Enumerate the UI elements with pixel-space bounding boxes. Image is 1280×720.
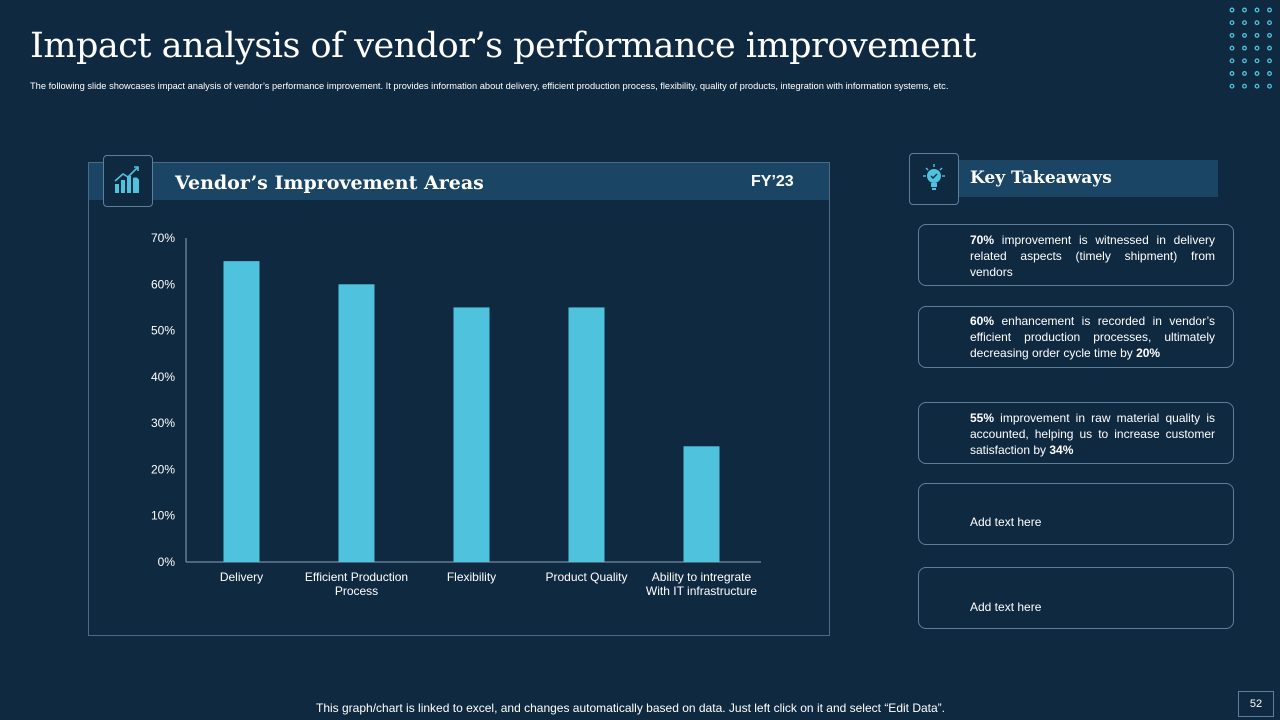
x-tick-label: Flexibility [447, 570, 496, 584]
takeaway-highlight-tail: 34% [1049, 443, 1074, 457]
decorative-dot [1267, 45, 1272, 51]
x-tick-label: Ability to intregrate With IT infrastruct… [646, 570, 757, 598]
takeaways-title: Key Takeaways [970, 168, 1112, 188]
decorative-dot [1254, 71, 1260, 76]
lightbulb-icon [923, 164, 945, 190]
decorative-dot [1267, 83, 1272, 89]
takeaway-highlight-tail: 20% [1136, 346, 1161, 360]
y-tick-label: 20% [151, 462, 175, 476]
decorative-dot [1229, 7, 1235, 13]
chart-title: Vendor’s Improvement Areas [175, 172, 484, 194]
decorative-dot [1242, 83, 1247, 89]
decorative-dot [1267, 71, 1272, 76]
slide-title: Impact analysis of vendor’s performance … [30, 26, 976, 66]
decorative-dot [1254, 45, 1260, 51]
decorative-dot-grid [1229, 7, 1272, 89]
x-tick-label: Delivery [220, 570, 263, 584]
takeaway-highlight: 70% [970, 233, 995, 247]
takeaway-highlight: 60% [970, 314, 995, 328]
takeaway-body: improvement in raw material quality is a… [970, 411, 1215, 457]
decorative-dot [1267, 32, 1272, 38]
bar[interactable] [338, 284, 375, 562]
bar[interactable] [568, 307, 605, 562]
bar-chart[interactable]: 0% 10% 20% 30% 40% 50% 60% 70% Delivery Efficient… [89, 163, 829, 635]
takeaway-text: 55% improvement in raw material quality … [970, 410, 1215, 458]
takeaway-highlight: 55% [970, 411, 995, 425]
decorative-dot [1242, 71, 1247, 76]
y-tick-label: 0% [158, 555, 176, 569]
takeaway-placeholder: Add text here [970, 600, 1042, 614]
y-tick-label: 50% [151, 324, 175, 338]
decorative-dot [1229, 83, 1235, 89]
decorative-dot [1242, 58, 1247, 64]
decorative-dot [1254, 20, 1260, 26]
decorative-dot [1254, 32, 1260, 38]
decorative-dot [1267, 7, 1272, 13]
decorative-dot [1242, 45, 1247, 51]
takeaway-text: 70% improvement is witnessed in delivery… [970, 232, 1215, 280]
takeaway-body: improvement is witnessed in delivery rel… [970, 233, 1215, 279]
takeaway-card-3[interactable]: 55% improvement in raw material quality … [918, 402, 1234, 464]
takeaway-text: 60% enhancement is recorded in vendor’s … [970, 313, 1215, 361]
takeaway-card-4[interactable]: Add text here [918, 483, 1234, 545]
takeaway-body: enhancement is recorded in vendor’s effi… [970, 314, 1215, 360]
y-tick-label: 10% [151, 509, 175, 523]
y-tick-label: 60% [151, 277, 175, 291]
decorative-dot [1254, 58, 1260, 64]
decorative-dot [1229, 58, 1235, 64]
chart-panel[interactable]: Vendor’s Improvement Areas FY’23 0% 10% 20… [88, 162, 830, 636]
y-tick-label: 30% [151, 416, 175, 430]
y-tick-label: 70% [151, 231, 175, 245]
decorative-dot [1229, 20, 1235, 26]
takeaway-placeholder: Add text here [970, 515, 1042, 529]
decorative-dot [1254, 83, 1260, 89]
decorative-dot [1267, 58, 1272, 64]
chart-period: FY’23 [751, 173, 794, 190]
takeaway-card-5[interactable]: Add text here [918, 567, 1234, 629]
footnote: This graph/chart is linked to excel, and… [316, 701, 945, 715]
decorative-dot [1242, 7, 1247, 13]
chart-header: Vendor’s Improvement Areas FY’23 [89, 163, 829, 200]
y-tick-label: 40% [151, 370, 175, 384]
decorative-dot [1254, 7, 1260, 13]
x-tick-label: Product Quality [545, 570, 627, 584]
takeaway-card-1[interactable]: 70% improvement is witnessed in delivery… [918, 224, 1234, 286]
decorative-dot [1242, 32, 1247, 38]
decorative-dot [1229, 32, 1235, 38]
x-tick-label: Efficient Production Process [305, 570, 408, 598]
decorative-dot [1229, 71, 1235, 76]
page-number: 52 [1238, 691, 1274, 717]
bar[interactable] [453, 307, 490, 562]
slide-subtitle: The following slide showcases impact ana… [30, 81, 949, 91]
bar[interactable] [683, 446, 720, 562]
takeaways-icon-box [909, 153, 959, 205]
takeaway-card-2[interactable]: 60% enhancement is recorded in vendor’s … [918, 306, 1234, 368]
chart-icon-box [103, 155, 153, 207]
decorative-dot [1229, 45, 1235, 51]
growth-chart-icon [114, 166, 139, 193]
bar[interactable] [223, 261, 260, 562]
decorative-dot [1267, 20, 1272, 26]
decorative-dot [1242, 20, 1247, 26]
takeaways-header: Key Takeaways [958, 160, 1218, 197]
